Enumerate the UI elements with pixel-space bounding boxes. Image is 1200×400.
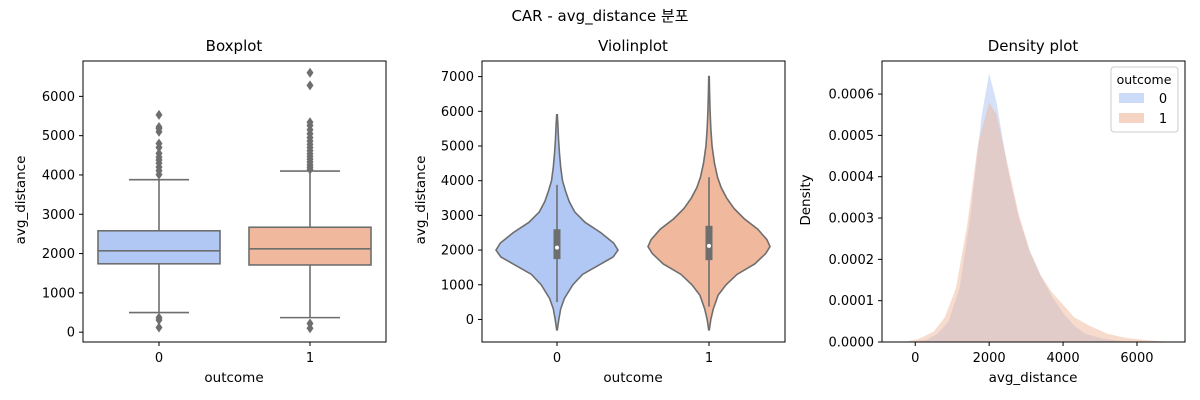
boxplot-outlier bbox=[306, 318, 314, 329]
violin-xtick-label: 0 bbox=[553, 351, 561, 366]
density-xlabel: avg_distance bbox=[989, 370, 1078, 386]
violin-ytick-label: 2000 bbox=[441, 244, 474, 259]
boxplot-outlier bbox=[155, 148, 163, 159]
figure-suptitle: CAR - avg_distance 분포 bbox=[511, 7, 688, 26]
density-frame bbox=[881, 60, 1186, 343]
boxplot-outlier bbox=[155, 322, 163, 333]
density-area-1 bbox=[904, 102, 1174, 342]
legend-label-1: 1 bbox=[1159, 112, 1167, 127]
boxplot-ylabel: avg_distance bbox=[13, 156, 29, 245]
density-xtick-label: 4000 bbox=[1047, 351, 1080, 366]
violinplot-title: Violinplot bbox=[598, 37, 668, 55]
boxplot-ytick-label: 6000 bbox=[42, 90, 75, 105]
boxplot-ytick-label: 1000 bbox=[42, 286, 75, 301]
density-ytick-label: 0.0001 bbox=[829, 294, 875, 309]
violin-median-dot bbox=[555, 245, 559, 250]
violinplot-ylabel: avg_distance bbox=[413, 156, 429, 245]
boxplot-xtick-label: 0 bbox=[155, 351, 163, 366]
density-ytick-label: 0.0004 bbox=[829, 170, 875, 185]
boxplot-frame bbox=[82, 60, 387, 343]
density-xtick-label: 2000 bbox=[973, 351, 1006, 366]
density-ytick-label: 0.0003 bbox=[829, 212, 875, 227]
boxplot-ytick-label: 5000 bbox=[42, 129, 75, 144]
boxplot-outlier bbox=[155, 109, 163, 120]
boxplot-xtick-label: 1 bbox=[306, 351, 314, 366]
legend-title: outcome bbox=[1117, 72, 1172, 87]
density-title: Density plot bbox=[988, 37, 1079, 55]
boxplot-title: Boxplot bbox=[206, 37, 263, 55]
boxplot-ytick-label: 4000 bbox=[42, 168, 75, 183]
violin-ytick-label: 3000 bbox=[441, 209, 474, 224]
density-xtick-label: 0 bbox=[911, 351, 919, 366]
boxplot-outlier bbox=[155, 138, 163, 149]
boxplot-box bbox=[97, 229, 221, 265]
violinplot-xlabel: outcome bbox=[603, 370, 662, 386]
density-ylabel: Density bbox=[798, 174, 814, 225]
legend-label-0: 0 bbox=[1159, 92, 1167, 107]
density-ytick-label: 0.0005 bbox=[829, 129, 875, 144]
violin-ytick-label: 6000 bbox=[441, 105, 474, 120]
density-ytick-label: 0.0000 bbox=[829, 336, 875, 351]
violin-ytick-label: 5000 bbox=[441, 139, 474, 154]
density-legend: outcome 0 1 bbox=[1110, 66, 1179, 133]
density-xtick-label: 6000 bbox=[1120, 351, 1153, 366]
boxplot-outlier bbox=[155, 312, 163, 323]
violin-ytick-label: 0 bbox=[466, 313, 474, 328]
violin-ytick-label: 4000 bbox=[441, 174, 474, 189]
violin-iqr-box bbox=[705, 225, 713, 261]
boxplot-ytick-label: 0 bbox=[67, 326, 75, 341]
legend-swatch-1 bbox=[1119, 113, 1144, 123]
boxplot-outlier bbox=[306, 67, 314, 78]
boxplot-ytick-label: 2000 bbox=[42, 247, 75, 262]
violin-frame bbox=[481, 60, 786, 343]
density-ytick-label: 0.0006 bbox=[829, 88, 875, 103]
violin-median-dot bbox=[707, 243, 711, 248]
legend-swatch-0 bbox=[1119, 93, 1144, 103]
boxplot-xlabel: outcome bbox=[204, 370, 263, 386]
boxplot-outlier bbox=[155, 122, 163, 133]
density-panel: Density plot avg_distance Density 0.0000… bbox=[798, 37, 1186, 386]
boxplot-outlier bbox=[306, 80, 314, 91]
boxplot-outlier bbox=[306, 117, 314, 128]
density-ytick-label: 0.0002 bbox=[829, 253, 875, 268]
violinplot-panel: Violinplot outcome avg_distance 0 1000 200… bbox=[413, 37, 786, 386]
violin-iqr-box bbox=[553, 229, 561, 260]
boxplot-box bbox=[248, 226, 372, 266]
violin-ytick-label: 7000 bbox=[441, 70, 474, 85]
violin-ytick-label: 1000 bbox=[441, 278, 474, 293]
boxplot-ytick-label: 3000 bbox=[42, 208, 75, 223]
boxplot-panel: Boxplot outcome avg_distance 0 1000 2000 30… bbox=[13, 37, 387, 386]
violin-xtick-label: 1 bbox=[705, 351, 713, 366]
